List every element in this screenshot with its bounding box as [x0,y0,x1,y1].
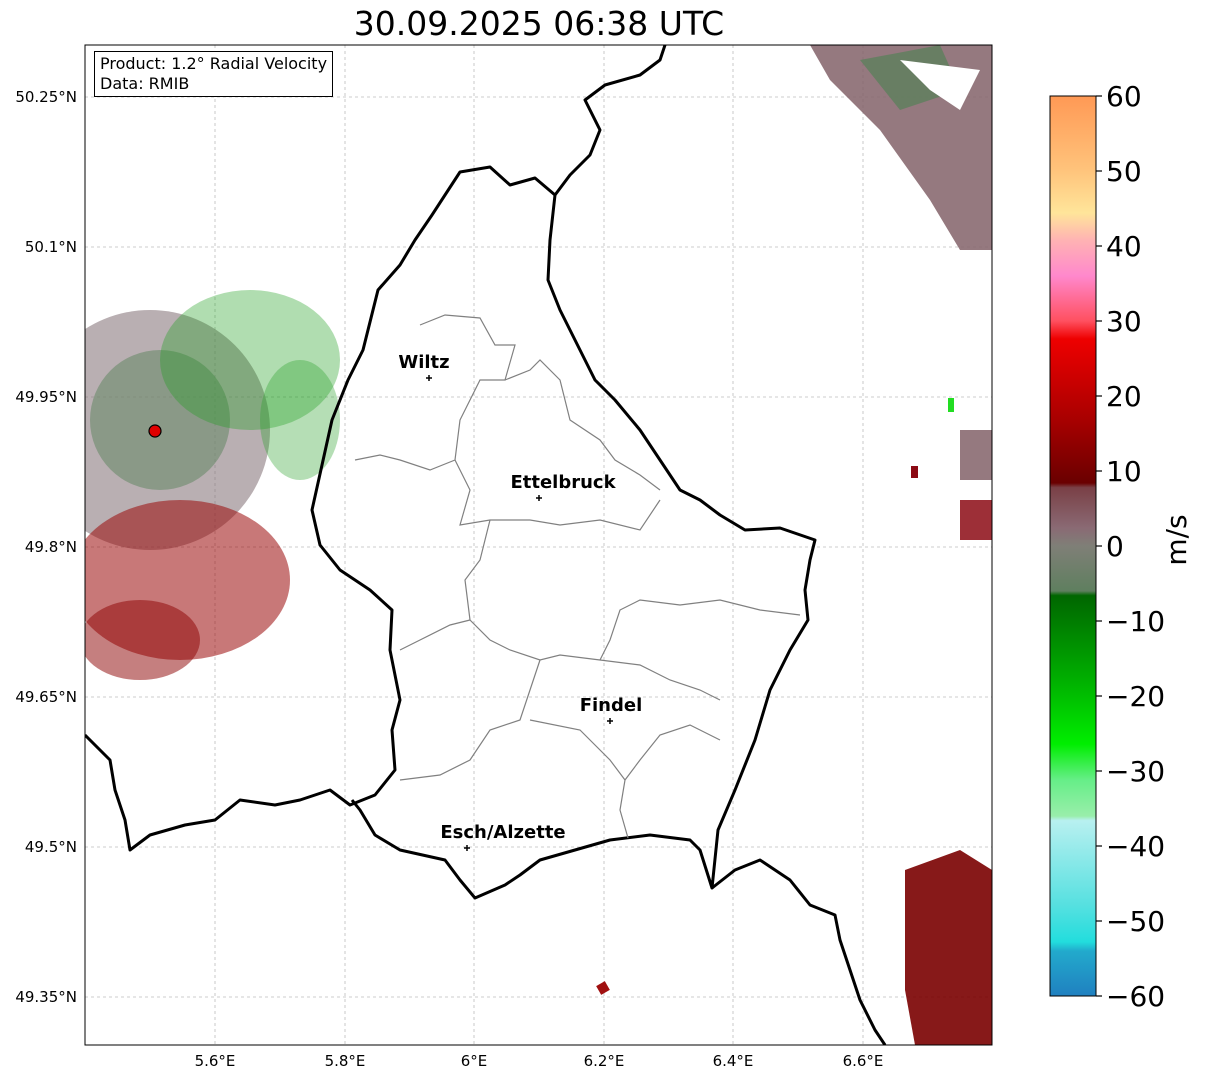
city-markers [426,375,613,851]
colorbar-tick-label: −20 [1106,680,1165,713]
colorbar-tick-label: −60 [1106,980,1165,1013]
radar-echoes [85,45,992,1045]
colorbar-tick-label: −10 [1106,605,1165,638]
lat-tick-label: 49.8°N [25,538,77,556]
country-borders [85,45,887,1045]
city-label-wiltz: Wiltz [398,352,449,373]
data-source-label: Data: RMIB [100,74,190,93]
colorbar-tick-label: 30 [1106,305,1142,338]
district-borders [354,314,801,839]
lon-tick-label: 5.6°E [195,1052,236,1070]
colorbar-tick-label: 20 [1106,380,1142,413]
map-frame [84,44,993,1046]
colorbar [1049,95,1097,997]
lat-tick-label: 50.25°N [15,88,77,106]
colorbar-tick-label: −50 [1106,905,1165,938]
product-label: Product: 1.2° Radial Velocity [100,54,328,73]
colorbar-tick-label: −30 [1106,755,1165,788]
colorbar-tick-label: 60 [1106,80,1142,113]
radar-site-marker [148,424,162,438]
lon-tick-label: 6°E [461,1052,488,1070]
colorbar-tick-label: −40 [1106,830,1165,863]
lat-tick-label: 49.65°N [15,688,77,706]
lon-tick-label: 6.4°E [713,1052,754,1070]
city-label-esch-alzette: Esch/Alzette [440,822,565,843]
city-label-ettelbruck: Ettelbruck [510,472,616,493]
map-title: 30.09.2025 06:38 UTC [353,4,725,43]
colorbar-unit-label: m/s [1160,514,1193,565]
colorbar-tick-label: 40 [1106,230,1142,263]
lat-tick-label: 49.35°N [15,988,77,1006]
lat-tick-label: 50.1°N [25,238,77,256]
colorbar-ticks [1096,95,1102,997]
colorbar-tick-label: 10 [1106,455,1142,488]
city-label-findel: Findel [580,695,643,716]
lat-tick-label: 49.95°N [15,388,77,406]
product-info-box: Product: 1.2° Radial Velocity Data: RMIB [94,51,334,97]
lon-tick-label: 6.2°E [584,1052,625,1070]
lat-tick-label: 49.5°N [25,838,77,856]
lon-tick-label: 5.8°E [325,1052,366,1070]
colorbar-tick-label: 50 [1106,155,1142,188]
colorbar-tick-label: 0 [1106,530,1124,563]
lon-tick-label: 6.6°E [843,1052,884,1070]
